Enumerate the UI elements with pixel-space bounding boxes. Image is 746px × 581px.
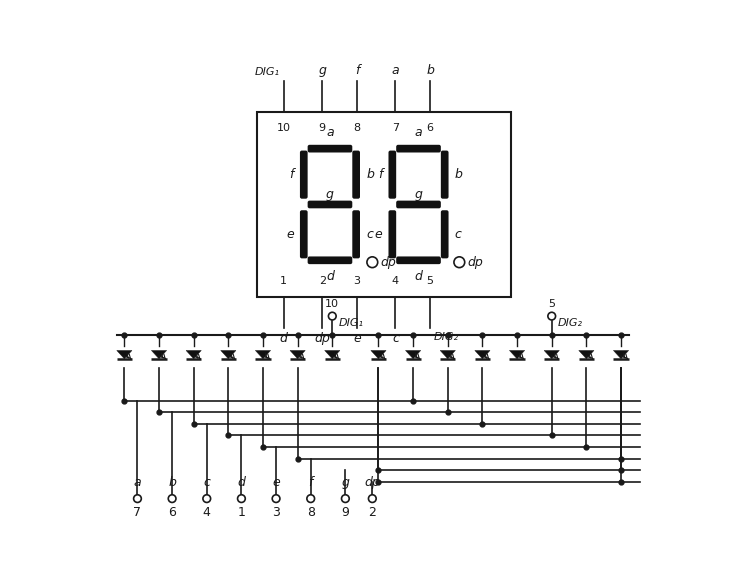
FancyBboxPatch shape: [389, 210, 396, 259]
Text: b: b: [426, 64, 434, 77]
Text: 7: 7: [134, 506, 142, 519]
Circle shape: [203, 495, 210, 503]
FancyBboxPatch shape: [389, 150, 396, 199]
Text: b: b: [366, 168, 374, 181]
FancyBboxPatch shape: [396, 145, 441, 152]
Text: 2: 2: [369, 506, 376, 519]
Polygon shape: [440, 350, 455, 359]
Text: 10: 10: [277, 123, 291, 133]
Polygon shape: [613, 350, 629, 359]
Text: a: a: [134, 476, 141, 489]
Polygon shape: [151, 350, 166, 359]
Text: d: d: [237, 476, 245, 489]
Text: 3: 3: [354, 276, 360, 286]
Text: e: e: [272, 476, 280, 489]
Text: f: f: [289, 168, 294, 181]
FancyBboxPatch shape: [300, 150, 307, 199]
Circle shape: [272, 495, 280, 503]
Text: f: f: [355, 64, 359, 77]
Text: d: d: [280, 332, 288, 345]
Text: DIG₁: DIG₁: [339, 318, 363, 328]
Text: 7: 7: [392, 123, 399, 133]
FancyBboxPatch shape: [441, 150, 448, 199]
Polygon shape: [406, 350, 421, 359]
Circle shape: [169, 495, 176, 503]
FancyBboxPatch shape: [307, 200, 352, 209]
Circle shape: [454, 257, 465, 268]
Polygon shape: [290, 350, 305, 359]
Text: 9: 9: [319, 123, 326, 133]
Text: c: c: [204, 476, 210, 489]
Text: a: a: [326, 125, 333, 139]
FancyBboxPatch shape: [396, 200, 441, 209]
Polygon shape: [474, 350, 490, 359]
Text: g: g: [342, 476, 349, 489]
Text: f: f: [378, 168, 382, 181]
Text: 6: 6: [168, 506, 176, 519]
FancyBboxPatch shape: [352, 210, 360, 259]
Text: e: e: [374, 228, 382, 241]
Text: a: a: [392, 64, 399, 77]
Text: c: c: [366, 228, 373, 241]
Text: 3: 3: [272, 506, 280, 519]
Text: dp: dp: [380, 256, 397, 269]
Text: g: g: [319, 64, 326, 77]
Polygon shape: [186, 350, 201, 359]
Text: DIG₂: DIG₂: [434, 332, 459, 342]
FancyBboxPatch shape: [307, 256, 352, 264]
FancyBboxPatch shape: [352, 150, 360, 199]
Text: DIG₁: DIG₁: [255, 67, 280, 77]
Text: 1: 1: [280, 276, 287, 286]
Polygon shape: [510, 350, 524, 359]
Polygon shape: [544, 350, 560, 359]
Text: 4: 4: [203, 506, 210, 519]
Text: 8: 8: [307, 506, 315, 519]
Circle shape: [367, 257, 377, 268]
Text: e: e: [286, 228, 294, 241]
Text: dp: dp: [468, 256, 483, 269]
Text: g: g: [326, 188, 334, 200]
Polygon shape: [221, 350, 236, 359]
Text: 1: 1: [237, 506, 245, 519]
Text: 8: 8: [354, 123, 360, 133]
Text: 2: 2: [319, 276, 326, 286]
Bar: [257, 112, 511, 297]
Text: d: d: [326, 270, 334, 284]
Circle shape: [548, 312, 556, 320]
Text: g: g: [415, 188, 422, 200]
Text: f: f: [309, 476, 313, 489]
Text: b: b: [455, 168, 463, 181]
Text: e: e: [353, 332, 361, 345]
FancyBboxPatch shape: [396, 256, 441, 264]
Text: c: c: [392, 332, 399, 345]
Circle shape: [134, 495, 141, 503]
Circle shape: [342, 495, 349, 503]
Polygon shape: [325, 350, 340, 359]
Circle shape: [307, 495, 315, 503]
Circle shape: [328, 312, 336, 320]
Text: d: d: [415, 270, 422, 284]
Text: a: a: [415, 125, 422, 139]
Text: b: b: [168, 476, 176, 489]
Text: 4: 4: [392, 276, 399, 286]
Text: 9: 9: [342, 506, 349, 519]
Circle shape: [237, 495, 245, 503]
Text: 5: 5: [548, 299, 555, 309]
Text: 6: 6: [427, 123, 433, 133]
Polygon shape: [371, 350, 386, 359]
Text: DIG₂: DIG₂: [558, 318, 583, 328]
Text: dp: dp: [314, 332, 330, 345]
Circle shape: [369, 495, 376, 503]
Text: 5: 5: [427, 276, 433, 286]
Polygon shape: [117, 350, 132, 359]
FancyBboxPatch shape: [307, 145, 352, 152]
Polygon shape: [255, 350, 271, 359]
FancyBboxPatch shape: [441, 210, 448, 259]
Text: dp: dp: [365, 476, 380, 489]
Text: c: c: [455, 228, 462, 241]
Text: 10: 10: [325, 299, 339, 309]
FancyBboxPatch shape: [300, 210, 307, 259]
Polygon shape: [579, 350, 594, 359]
